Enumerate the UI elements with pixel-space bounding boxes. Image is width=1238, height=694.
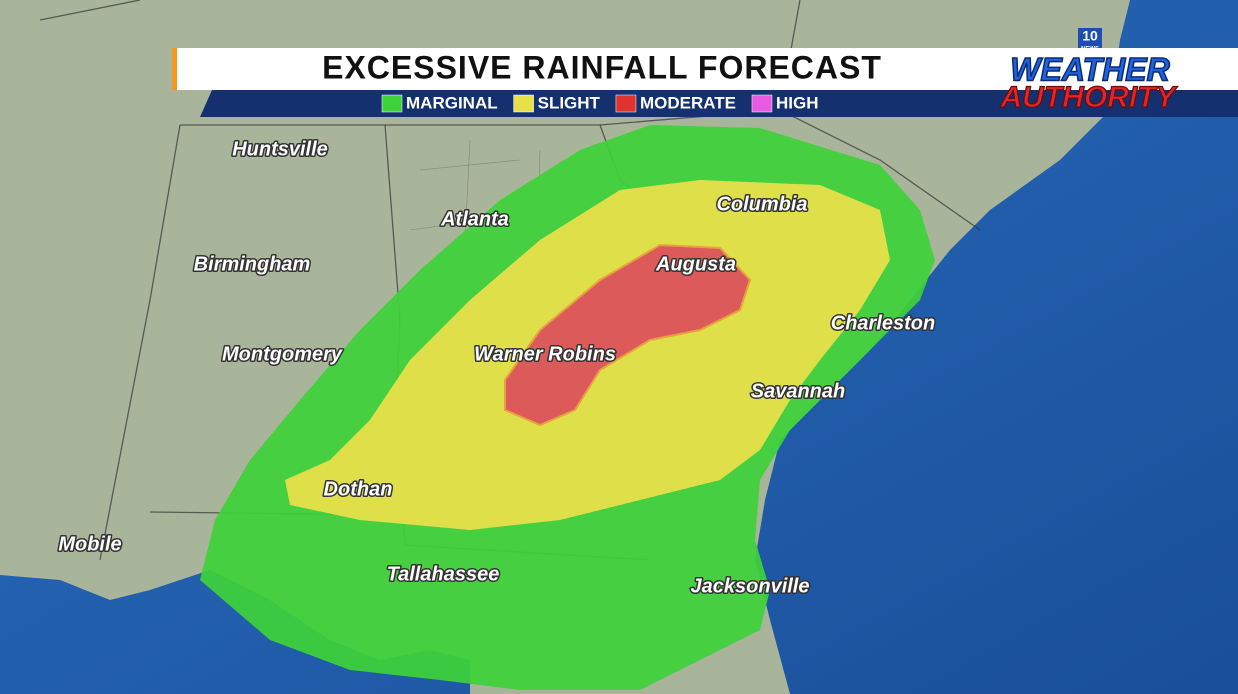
- title-accent: [172, 48, 177, 90]
- legend-label: SLIGHT: [538, 93, 601, 112]
- legend-swatch: [513, 94, 534, 113]
- cities: Huntsville Atlanta Columbia Birmingham A…: [57, 137, 937, 599]
- city-label: Savannah: [751, 380, 845, 402]
- city-label: Huntsville: [232, 138, 328, 160]
- logo-station: 10: [1082, 28, 1098, 44]
- city-label: Atlanta: [440, 208, 509, 230]
- moderate-area: [504, 243, 752, 427]
- city-label: Tallahassee: [387, 563, 500, 585]
- city-label: Birmingham: [194, 253, 311, 275]
- logo: 10 NEWS WEATHER AUTHORITY: [999, 28, 1179, 115]
- legend-bar: [200, 90, 1238, 117]
- city-label: Montgomery: [222, 343, 343, 365]
- city-label: Augusta: [655, 253, 736, 275]
- legend-swatch: [751, 94, 773, 113]
- city-label: Mobile: [58, 533, 121, 555]
- legend: MARGINAL SLIGHT MODERATE HIGH: [381, 93, 819, 113]
- city-label: Charleston: [831, 312, 935, 334]
- legend-swatch: [381, 94, 403, 113]
- legend-label: MARGINAL: [406, 93, 498, 112]
- title-bar: [172, 48, 1238, 90]
- city-label: Columbia: [716, 193, 807, 215]
- logo-line2: AUTHORITY: [1000, 81, 1179, 114]
- legend-label: MODERATE: [640, 93, 736, 112]
- logo-network: NEWS: [1081, 47, 1099, 53]
- logo-box: [1078, 28, 1102, 48]
- title: EXCESSIVE RAINFALL FORECAST: [322, 49, 882, 85]
- city-label: Dothan: [324, 478, 393, 500]
- city-label: Jacksonville: [691, 575, 810, 597]
- city-label: Warner Robins: [474, 343, 616, 365]
- logo-line1: WEATHER: [1010, 51, 1169, 87]
- legend-label: HIGH: [776, 93, 819, 112]
- legend-swatch: [615, 94, 637, 113]
